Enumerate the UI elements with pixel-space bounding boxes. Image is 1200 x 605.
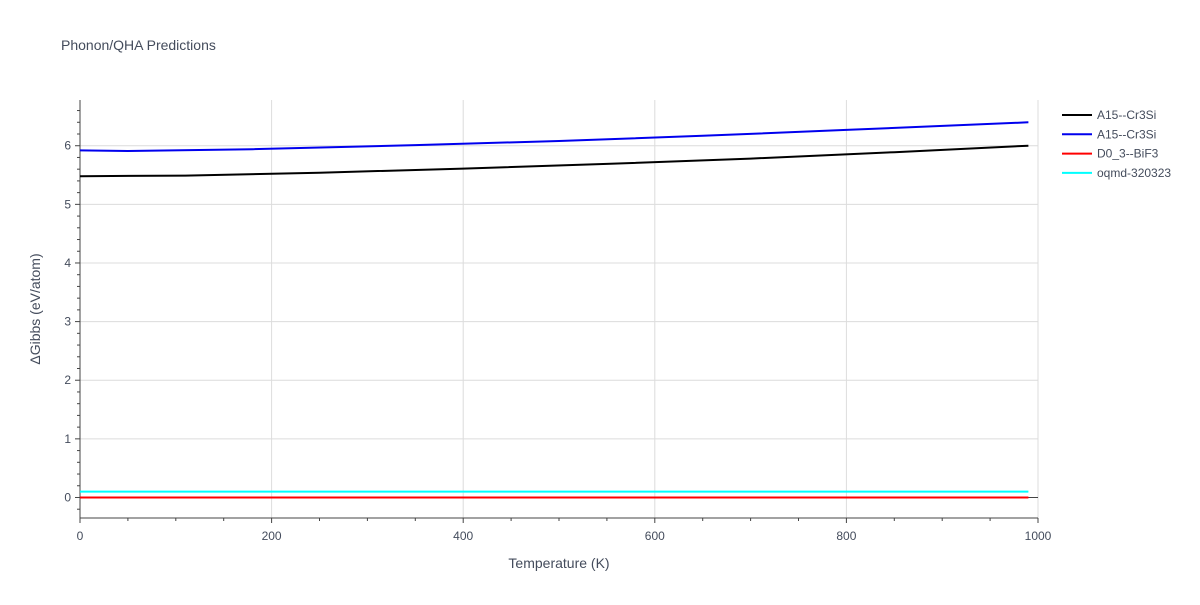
legend-label: A15--Cr3Si <box>1097 127 1156 141</box>
legend-label: oqmd-320323 <box>1097 166 1171 180</box>
legend-item-2[interactable]: D0_3--BiF3 <box>1062 147 1159 161</box>
legend-item-3[interactable]: oqmd-320323 <box>1062 166 1171 180</box>
chart-title: Phonon/QHA Predictions <box>61 37 216 53</box>
axis-layer: 0 200 400 600 800 1000 0 1 2 3 4 5 6 <box>64 100 1052 543</box>
x-tick-label: 200 <box>262 529 282 543</box>
y-tick-label: 3 <box>64 315 71 329</box>
legend[interactable]: A15--Cr3Si A15--Cr3Si D0_3--BiF3 oqmd-32032… <box>1062 108 1171 180</box>
y-tick-label: 6 <box>64 139 71 153</box>
y-tick-label: 0 <box>64 490 71 504</box>
series-layer <box>79 121 1029 499</box>
series-line-1 <box>79 121 1029 153</box>
x-axis-title: Temperature (K) <box>508 555 609 571</box>
y-axis-title: ΔGibbs (eV/atom) <box>27 253 43 364</box>
x-tick-label: 600 <box>645 529 665 543</box>
y-tick-label: 2 <box>64 373 71 387</box>
legend-item-1[interactable]: A15--Cr3Si <box>1062 127 1156 141</box>
legend-item-0[interactable]: A15--Cr3Si <box>1062 108 1156 122</box>
series-line-0 <box>79 144 1029 178</box>
x-tick-label: 1000 <box>1025 529 1052 543</box>
y-tick-label: 1 <box>64 432 71 446</box>
x-tick-label: 800 <box>836 529 856 543</box>
y-tick-label: 4 <box>64 256 71 270</box>
legend-label: A15--Cr3Si <box>1097 108 1156 122</box>
y-tick-label: 5 <box>64 197 71 211</box>
legend-label: D0_3--BiF3 <box>1097 147 1159 161</box>
x-tick-label: 400 <box>453 529 473 543</box>
x-tick-label: 0 <box>77 529 84 543</box>
grid-layer <box>80 100 1039 518</box>
